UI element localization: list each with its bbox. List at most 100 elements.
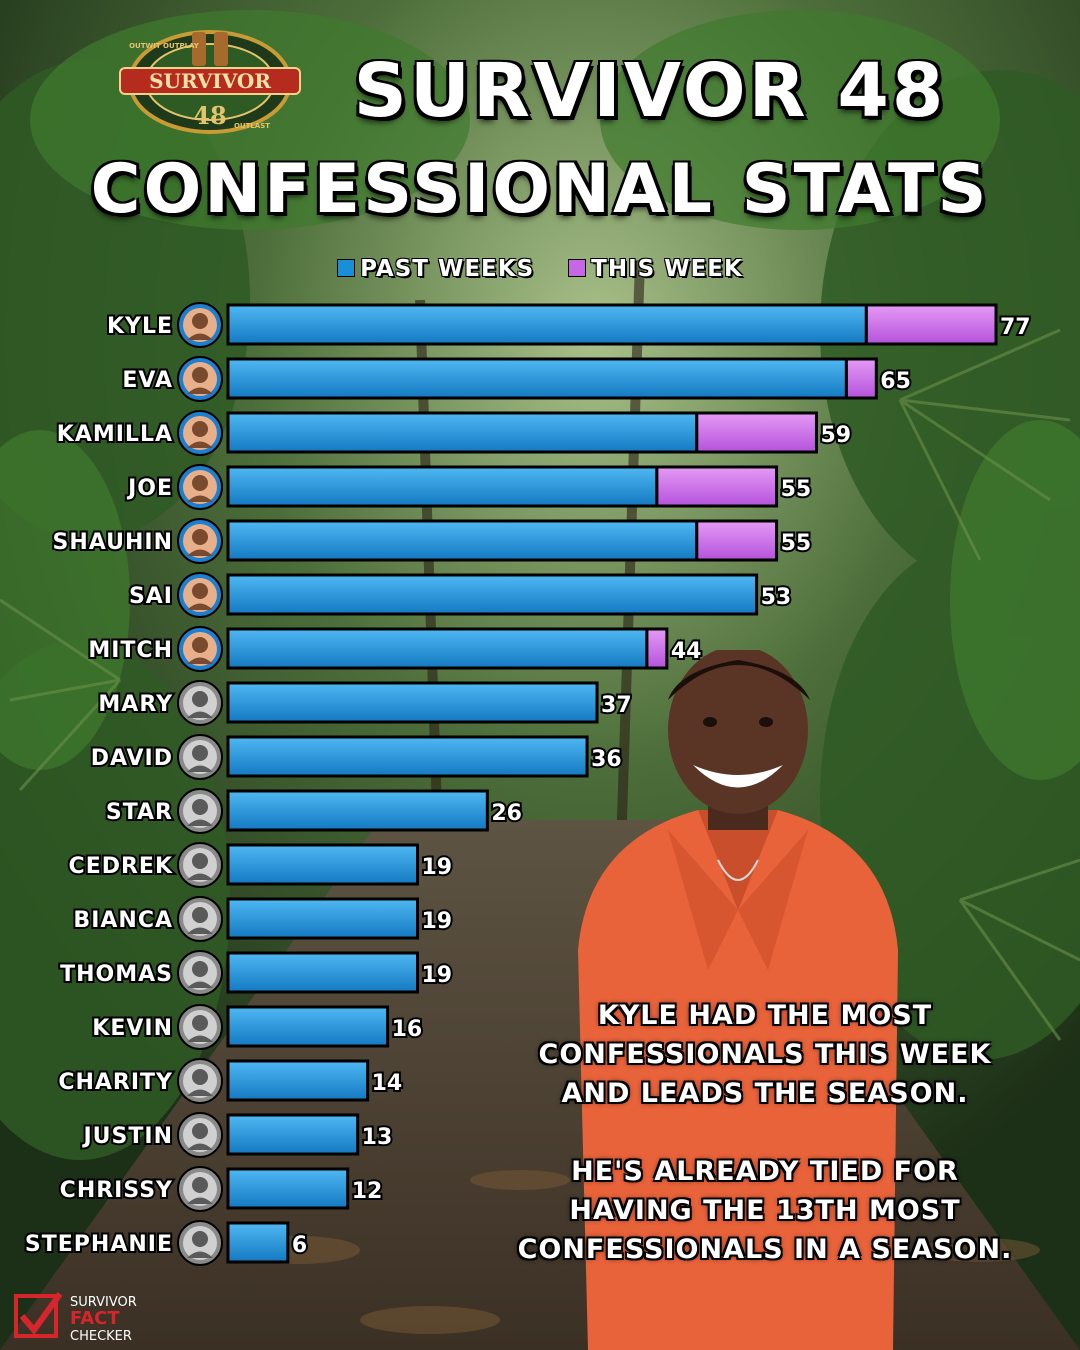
chart-row-eva: EVA 65 bbox=[120, 356, 913, 402]
category-label: SAI bbox=[129, 584, 173, 609]
bar-past-weeks bbox=[226, 357, 848, 400]
category-label: KAMILLA bbox=[57, 422, 173, 447]
value-label: 14 bbox=[372, 1071, 403, 1096]
chart-row-mary: MARY 37 bbox=[96, 680, 634, 726]
chart-row-mitch: MITCH 44 bbox=[86, 626, 703, 672]
chart-row-bianca: BIANCA 19 bbox=[71, 896, 454, 942]
logo-ring-bottom: OUTLAST bbox=[234, 122, 270, 130]
page-subtitle: CONFESSIONAL STATS bbox=[90, 150, 990, 229]
value-label: 65 bbox=[880, 369, 911, 394]
bar-this-week bbox=[695, 411, 818, 454]
bar-past-weeks bbox=[226, 843, 420, 886]
category-label: EVA bbox=[122, 368, 173, 393]
category-label: STEPHANIE bbox=[25, 1232, 173, 1257]
chart-row-joe: JOE 55 bbox=[124, 464, 813, 510]
bar-past-weeks bbox=[226, 465, 659, 508]
bar-past-weeks bbox=[226, 735, 589, 778]
value-label: 44 bbox=[671, 639, 702, 664]
chart-row-david: DAVID 36 bbox=[89, 734, 624, 780]
contestant-avatar bbox=[177, 896, 223, 942]
logo-ring-top: OUTWIT OUTPLAY bbox=[129, 42, 200, 50]
contestant-avatar bbox=[177, 950, 223, 996]
chart-row-thomas: THOMAS 19 bbox=[58, 950, 454, 996]
note-line: KYLE HAD THE MOST bbox=[597, 1000, 933, 1031]
legend-label-past: PAST WEEKS bbox=[360, 256, 535, 282]
legend-swatch-past bbox=[337, 259, 356, 277]
contestant-avatar bbox=[177, 680, 223, 726]
value-label: 53 bbox=[761, 585, 792, 610]
bar-past-weeks bbox=[226, 897, 420, 940]
contestant-avatar bbox=[177, 1004, 223, 1050]
bar-past-weeks bbox=[226, 1113, 360, 1156]
value-label: 36 bbox=[591, 747, 622, 772]
value-label: 59 bbox=[820, 423, 851, 448]
chart-row-stephanie: STEPHANIE 6 bbox=[23, 1220, 309, 1266]
chart-row-cedrek: CEDREK 19 bbox=[67, 842, 454, 888]
chart-row-kyle: KYLE 77 bbox=[105, 302, 1033, 348]
bar-past-weeks bbox=[226, 789, 489, 832]
category-label: STAR bbox=[106, 800, 173, 825]
category-label: JUSTIN bbox=[82, 1124, 174, 1149]
note-line: CONFESSIONALS IN A SEASON. bbox=[517, 1234, 1013, 1265]
legend-label-this-week: THIS WEEK bbox=[591, 256, 743, 282]
note-line: CONFESSIONALS THIS WEEK bbox=[538, 1039, 992, 1070]
category-label: JOE bbox=[126, 476, 173, 501]
contestant-avatar bbox=[177, 464, 223, 510]
bar-past-weeks bbox=[226, 519, 699, 562]
value-label: 19 bbox=[422, 855, 453, 880]
page-title: SURVIVOR 48 bbox=[353, 48, 947, 134]
bar-past-weeks bbox=[226, 411, 699, 454]
contestant-avatar bbox=[177, 572, 223, 618]
category-label: BIANCA bbox=[73, 908, 173, 933]
category-label: DAVID bbox=[91, 746, 173, 771]
value-label: 12 bbox=[352, 1179, 383, 1204]
kyle-record-note: HE'S ALREADY TIED FOR HAVING THE 13TH MO… bbox=[500, 1152, 1030, 1269]
note-line: AND LEADS THE SEASON. bbox=[561, 1078, 969, 1109]
contestant-avatar bbox=[177, 1058, 223, 1104]
note-line: HAVING THE 13TH MOST bbox=[569, 1195, 961, 1226]
bar-past-weeks bbox=[226, 1005, 390, 1048]
value-label: 37 bbox=[601, 693, 632, 718]
chart-row-sai: SAI 53 bbox=[127, 572, 793, 618]
bar-this-week bbox=[655, 465, 779, 508]
checkmark-icon bbox=[19, 1292, 63, 1335]
brand-line3: CHECKER bbox=[70, 1329, 132, 1342]
contestant-avatar bbox=[177, 788, 223, 834]
chart-row-justin: JUSTIN 13 bbox=[80, 1112, 394, 1158]
category-label: CEDREK bbox=[69, 854, 173, 879]
chart-row-chrissy: CHRISSY 12 bbox=[58, 1166, 384, 1212]
category-label: THOMAS bbox=[60, 962, 173, 987]
value-label: 16 bbox=[392, 1017, 423, 1042]
category-label: KYLE bbox=[107, 314, 173, 339]
category-label: MITCH bbox=[88, 638, 173, 663]
brand-line2: FACT bbox=[70, 1308, 120, 1329]
category-label: CHARITY bbox=[58, 1070, 173, 1095]
category-label: MARY bbox=[98, 692, 173, 717]
bar-this-week bbox=[864, 303, 998, 346]
bar-past-weeks bbox=[226, 681, 599, 724]
bar-past-weeks bbox=[226, 1059, 370, 1102]
contestant-avatar bbox=[177, 626, 223, 672]
survivor-fact-checker-logo: SURVIVOR FACT CHECKER bbox=[14, 1292, 137, 1342]
bar-past-weeks bbox=[226, 573, 759, 616]
contestant-avatar bbox=[177, 518, 223, 564]
contestant-avatar bbox=[177, 1220, 223, 1266]
chart-row-shauhin: SHAUHIN 55 bbox=[51, 518, 813, 564]
category-label: CHRISSY bbox=[60, 1178, 173, 1203]
value-label: 77 bbox=[1000, 315, 1031, 340]
chart-legend: PAST WEEKS THIS WEEK bbox=[0, 256, 1080, 282]
bar-this-week bbox=[695, 519, 779, 562]
bar-past-weeks bbox=[226, 303, 868, 346]
category-label: KEVIN bbox=[92, 1016, 173, 1041]
bar-past-weeks bbox=[226, 627, 649, 670]
note-line: HE'S ALREADY TIED FOR bbox=[571, 1156, 959, 1187]
contestant-avatar bbox=[177, 1112, 223, 1158]
bar-past-weeks bbox=[226, 1167, 350, 1210]
value-label: 13 bbox=[362, 1125, 393, 1150]
logo-text: SURVIVOR bbox=[149, 69, 271, 93]
logo-number: 48 bbox=[193, 101, 226, 130]
contestant-avatar bbox=[177, 410, 223, 456]
chart-row-kamilla: KAMILLA 59 bbox=[55, 410, 853, 456]
bar-this-week bbox=[844, 357, 878, 400]
